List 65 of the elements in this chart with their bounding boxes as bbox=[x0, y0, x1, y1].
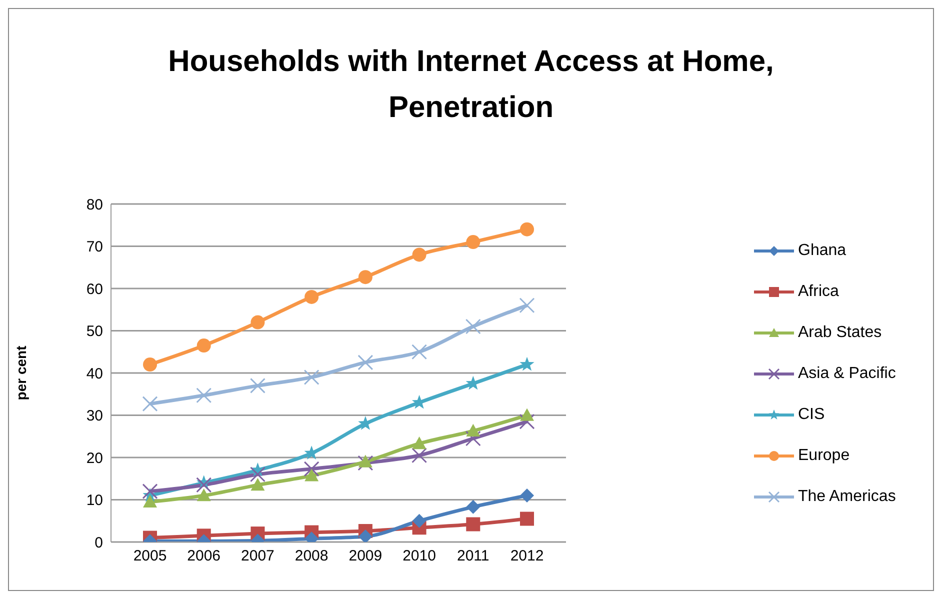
y-tick-label: 20 bbox=[86, 450, 103, 467]
point bbox=[520, 222, 534, 236]
y-tick-label: 10 bbox=[86, 492, 103, 510]
legend-label: Africa bbox=[798, 283, 839, 301]
y-tick-label: 80 bbox=[86, 196, 103, 214]
point bbox=[520, 408, 534, 421]
point bbox=[465, 430, 481, 446]
point bbox=[250, 378, 266, 394]
x-tick-label: 2012 bbox=[510, 548, 544, 565]
point bbox=[142, 396, 158, 412]
point bbox=[412, 514, 426, 528]
point bbox=[466, 500, 480, 514]
point bbox=[358, 270, 372, 284]
point bbox=[412, 344, 428, 360]
point bbox=[143, 494, 157, 508]
point bbox=[412, 436, 426, 450]
point bbox=[196, 488, 211, 502]
x-tick-label: 2010 bbox=[402, 548, 436, 565]
point bbox=[304, 446, 319, 460]
y-tick-label: 30 bbox=[86, 408, 103, 425]
point bbox=[520, 356, 534, 371]
x-tick-label: 2005 bbox=[133, 548, 167, 565]
point bbox=[196, 388, 212, 404]
legend-label: Ghana bbox=[798, 242, 846, 260]
point bbox=[358, 454, 372, 468]
y-tick-label: 0 bbox=[94, 534, 103, 552]
point bbox=[196, 477, 212, 493]
point bbox=[466, 235, 480, 250]
legend-label: The Americas bbox=[798, 488, 896, 506]
chart-title: Households with Internet Access at Home, Penetration bbox=[167, 44, 775, 126]
point bbox=[519, 298, 535, 314]
point bbox=[412, 448, 428, 464]
x-tick-label: 2011 bbox=[457, 548, 490, 565]
point bbox=[250, 478, 265, 491]
y-axis-title: per cent bbox=[12, 345, 29, 400]
point bbox=[358, 530, 372, 542]
point bbox=[304, 290, 319, 304]
y-tick-label: 40 bbox=[86, 365, 103, 382]
legend-label: CIS bbox=[798, 406, 825, 424]
point bbox=[250, 466, 266, 482]
point bbox=[358, 354, 374, 370]
x-tick-label: 2009 bbox=[348, 548, 382, 565]
point bbox=[466, 517, 480, 532]
y-tick-label: 70 bbox=[86, 238, 103, 256]
point bbox=[466, 424, 480, 436]
x-tick-label: 2007 bbox=[241, 548, 274, 565]
x-tick-label: 2006 bbox=[187, 548, 221, 565]
point bbox=[196, 338, 211, 353]
point bbox=[520, 512, 534, 526]
legend-label: Asia & Pacific bbox=[798, 365, 896, 383]
point bbox=[142, 484, 158, 500]
point bbox=[143, 358, 157, 372]
point bbox=[250, 315, 265, 330]
point bbox=[304, 468, 319, 482]
point bbox=[304, 461, 320, 477]
point bbox=[519, 414, 535, 430]
legend-label: Arab States bbox=[798, 324, 882, 342]
y-tick-label: 50 bbox=[86, 323, 103, 340]
point bbox=[304, 369, 320, 385]
point bbox=[465, 318, 481, 334]
point bbox=[520, 488, 534, 503]
y-tick-label: 60 bbox=[86, 280, 103, 298]
x-tick-label: 2008 bbox=[294, 548, 328, 565]
point bbox=[412, 248, 426, 262]
legend-label: Europe bbox=[798, 447, 850, 465]
